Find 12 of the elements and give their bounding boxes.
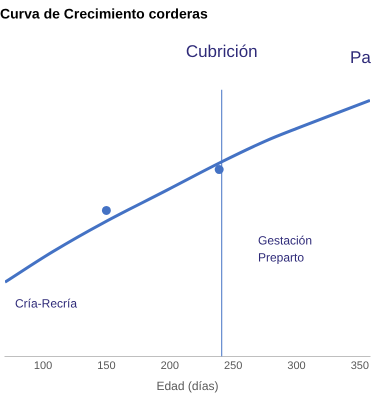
x-tick-label: 200 [160, 360, 179, 372]
x-axis-title: Edad (días) [156, 379, 219, 394]
x-tick-label: 350 [350, 360, 370, 372]
text: Pa [350, 48, 372, 68]
x-tick-label: 100 [34, 360, 52, 372]
ref-line-label: Cubrición [186, 42, 258, 61]
annotation: Gestación Preparto [258, 233, 312, 264]
x-tick-label: 250 [224, 360, 242, 372]
annotation: Cría-Recría [15, 296, 78, 310]
chart-title: Curva de Crecimiento corderas [0, 5, 208, 22]
x-tick-label: 150 [97, 360, 116, 372]
x-tick-label: 300 [287, 360, 306, 372]
